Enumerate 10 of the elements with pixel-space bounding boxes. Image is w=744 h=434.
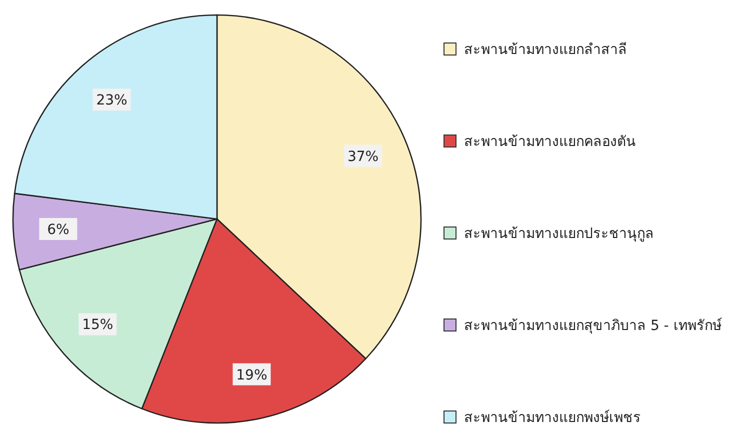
legend-label: สะพานข้ามทางแยกพงษ์เพชร [464, 409, 641, 426]
legend-label: สะพานข้ามทางแยกคลองตัน [464, 134, 636, 150]
data-label: 23% [96, 92, 128, 109]
data-label: 19% [236, 367, 268, 384]
legend-label: สะพานข้ามทางแยกสุขาภิบาล 5 - เทพรักษ์ [464, 317, 722, 334]
data-label: 6% [47, 222, 70, 238]
legend-label: สะพานข้ามทางแยกประชานุกูล [464, 226, 654, 242]
data-label: 37% [347, 148, 379, 165]
legend-label: สะพานข้ามทางแยกลำสาลี [464, 42, 627, 58]
data-label: 15% [82, 317, 114, 334]
